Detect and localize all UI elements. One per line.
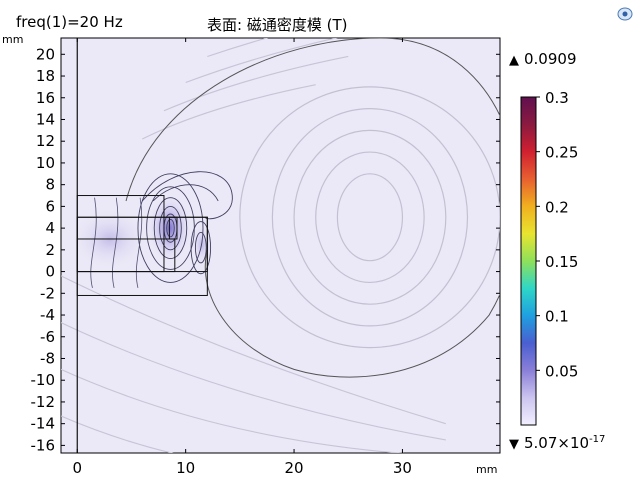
app-logo-icon bbox=[616, 6, 634, 22]
colorbar-tick-label: 0.3 bbox=[545, 89, 569, 107]
field-line bbox=[293, 129, 447, 305]
contour-line bbox=[194, 232, 207, 264]
y-tick-label: 12 bbox=[36, 132, 55, 150]
max-marker: ▲ 0.0909 bbox=[509, 50, 577, 68]
colorbar-rect bbox=[520, 96, 537, 426]
field-line bbox=[61, 275, 446, 425]
colorbar-tick-label: 0.1 bbox=[545, 308, 569, 326]
y-tick-label: 2 bbox=[45, 241, 55, 259]
y-tick-label: -14 bbox=[31, 415, 56, 433]
field-lines bbox=[61, 38, 500, 453]
x-tick-label: 30 bbox=[393, 459, 412, 477]
colorbar-tick-label: 0.2 bbox=[545, 198, 569, 216]
y-tick-label: -8 bbox=[40, 349, 55, 367]
field-line bbox=[207, 38, 269, 57]
geometry-rect bbox=[168, 216, 178, 240]
min-triangle-icon: ▼ bbox=[509, 437, 519, 452]
y-tick-label: -4 bbox=[40, 306, 55, 324]
field-line bbox=[185, 38, 338, 84]
y-tick-label: 18 bbox=[36, 67, 55, 85]
max-triangle-icon: ▲ bbox=[509, 53, 519, 68]
min-marker: ▼ 5.07×10-17 bbox=[509, 434, 605, 452]
y-tick-label: -10 bbox=[31, 371, 56, 389]
y-tick-label: 20 bbox=[36, 45, 55, 63]
field-line bbox=[142, 84, 316, 140]
field-line bbox=[61, 322, 446, 441]
field-line-main bbox=[125, 38, 500, 378]
contour-line bbox=[137, 173, 204, 283]
field-line bbox=[61, 415, 174, 453]
x-tick-label: 10 bbox=[176, 459, 195, 477]
field-line bbox=[163, 55, 349, 112]
y-axis-unit: mm bbox=[2, 33, 24, 46]
x-tick-label: 0 bbox=[72, 459, 82, 477]
y-tick-label: 10 bbox=[36, 154, 55, 172]
y-tick-label: 6 bbox=[45, 197, 55, 215]
colorbar: 0.3 0.25 0.2 0.15 0.1 0.05 bbox=[520, 89, 578, 426]
y-tick-label: -2 bbox=[40, 284, 55, 302]
contour-line bbox=[112, 197, 119, 288]
contour-line bbox=[135, 197, 143, 288]
field-line bbox=[336, 173, 404, 262]
field-line bbox=[61, 368, 405, 453]
y-tick-label: -12 bbox=[31, 393, 56, 411]
x-axis: 0 10 20 30 bbox=[72, 38, 412, 477]
frequency-label: freq(1)=20 Hz bbox=[16, 13, 123, 31]
x-tick-label: 20 bbox=[285, 459, 304, 477]
y-tick-label: 8 bbox=[45, 176, 55, 194]
colorbar-tick-label: 0.05 bbox=[545, 362, 578, 380]
contour-line bbox=[90, 197, 97, 288]
field-line bbox=[315, 151, 425, 284]
y-tick-label: 4 bbox=[45, 219, 55, 237]
y-tick-label: -16 bbox=[31, 436, 56, 454]
field-line bbox=[271, 108, 469, 327]
contour-line bbox=[159, 205, 182, 251]
colorbar-tick-label: 0.15 bbox=[545, 253, 578, 271]
contour-line bbox=[153, 197, 188, 259]
contour-line bbox=[190, 221, 212, 275]
plot-title: 表面: 磁通密度模 (T) bbox=[207, 16, 348, 34]
contour-line bbox=[141, 171, 233, 220]
field-line bbox=[239, 86, 500, 349]
geometry-outline bbox=[76, 38, 208, 453]
y-tick-label: -6 bbox=[40, 328, 55, 346]
min-value-exponent: -17 bbox=[589, 434, 606, 445]
max-value: 0.0909 bbox=[524, 50, 577, 68]
y-tick-label: 0 bbox=[45, 263, 55, 281]
y-tick-label: 16 bbox=[36, 89, 55, 107]
y-tick-label: 14 bbox=[36, 110, 55, 128]
min-value-base: 5.07×10 bbox=[524, 434, 590, 452]
contour-line bbox=[166, 218, 175, 238]
colorbar-tick-label: 0.25 bbox=[545, 144, 578, 162]
x-axis-unit: mm bbox=[476, 463, 498, 476]
